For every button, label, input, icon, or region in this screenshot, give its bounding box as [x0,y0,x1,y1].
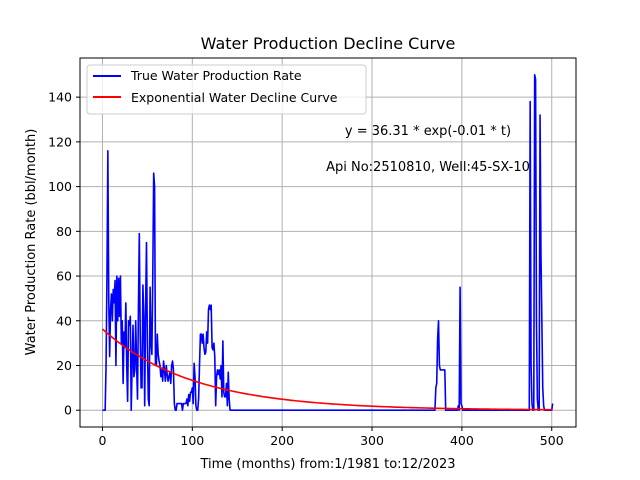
x-tick-label: 0 [98,433,106,448]
plot-frame [79,57,577,428]
y-tick-label: 0 [64,403,72,418]
x-tick-label: 200 [270,433,294,448]
chart-title: Water Production Decline Curve [201,34,456,53]
x-tick-label: 500 [540,433,564,448]
y-tick-label: 120 [48,134,72,149]
x-tick-labels: 0 100 200 300 400 500 [98,433,563,448]
x-axis-label: Time (months) from:1/1981 to:12/2023 [199,457,455,472]
y-axis-label: Water Production Rate (bbl/month) [24,129,39,356]
well-id-annotation: Api No:2510810, Well:45-SX-10 [326,160,530,175]
legend-label-true-rate: True Water Production Rate [130,68,302,83]
legend: True Water Production Rate Exponential W… [86,64,367,115]
y-tick-label: 140 [48,90,72,105]
x-tick-label: 400 [450,433,474,448]
y-tick-label: 80 [56,224,72,239]
y-tick-label: 40 [56,313,72,328]
series-line-exponential-fit [101,328,553,411]
fit-equation-annotation: y = 36.31 * exp(-0.01 * t) [345,124,511,139]
legend-label-exponential-fit: Exponential Water Decline Curve [131,90,338,105]
y-tick-label: 100 [48,179,72,194]
series-line-true-rate [102,73,554,412]
x-tick-label: 100 [180,433,204,448]
series-layer [101,73,554,412]
legend-box [86,64,367,115]
ticks [76,96,553,431]
y-tick-labels: 0 20 40 60 80 100 120 140 [48,90,72,418]
y-tick-label: 60 [56,269,72,284]
y-tick-label: 20 [56,358,72,373]
x-tick-label: 300 [360,433,384,448]
